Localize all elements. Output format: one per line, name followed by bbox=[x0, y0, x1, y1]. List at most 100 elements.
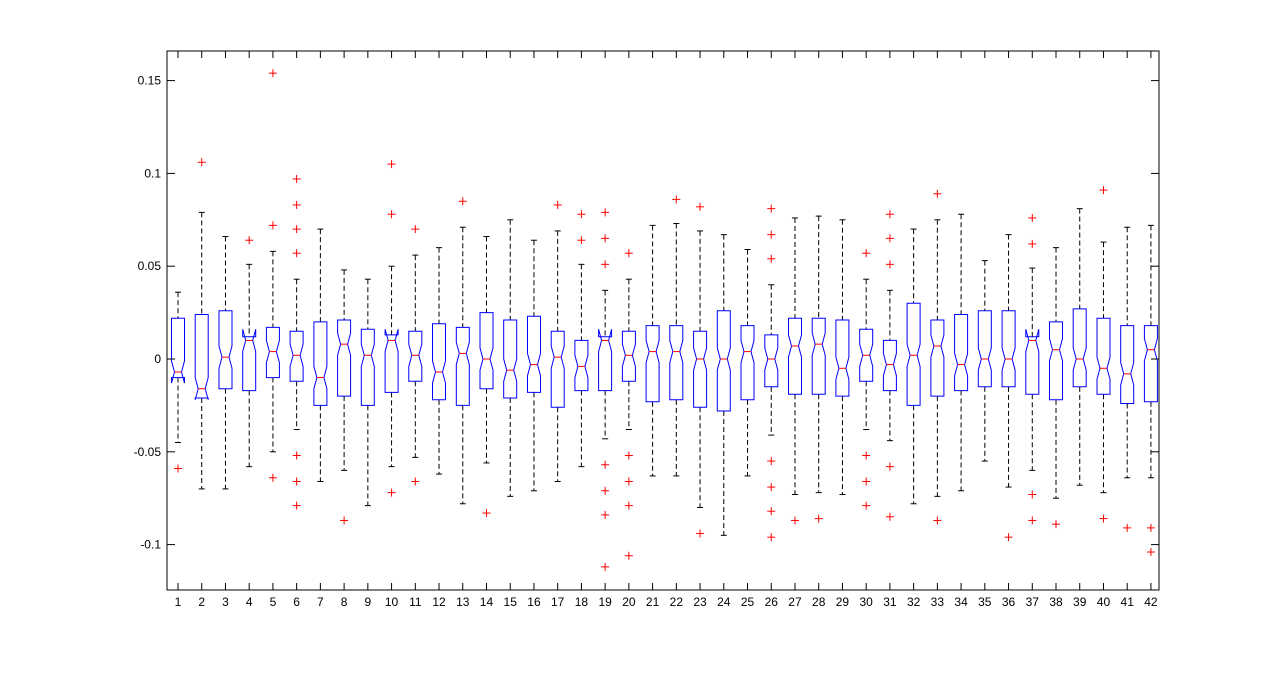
notched-box bbox=[930, 319, 945, 397]
box-group-40 bbox=[1096, 186, 1111, 523]
x-tick-label: 13 bbox=[456, 595, 470, 609]
x-tick-label: 35 bbox=[978, 595, 992, 609]
notched-box bbox=[740, 325, 755, 401]
x-tick-label: 21 bbox=[646, 595, 660, 609]
chart-marks bbox=[171, 69, 1158, 571]
notched-box bbox=[645, 325, 660, 403]
box-group-22 bbox=[669, 195, 684, 477]
notched-box bbox=[574, 339, 589, 392]
x-tick-label: 15 bbox=[504, 595, 518, 609]
x-tick-label: 7 bbox=[317, 595, 324, 609]
notched-box bbox=[171, 317, 185, 384]
x-tick-label: 18 bbox=[575, 595, 589, 609]
box-group-41 bbox=[1120, 226, 1135, 532]
notched-box bbox=[432, 323, 446, 401]
y-tick-label: 0 bbox=[154, 352, 161, 366]
x-tick-label: 2 bbox=[198, 595, 205, 609]
notched-box bbox=[764, 334, 779, 388]
notched-box bbox=[621, 330, 636, 382]
x-tick-label: 33 bbox=[931, 595, 945, 609]
x-tick-label: 14 bbox=[480, 595, 494, 609]
x-tick-label: 5 bbox=[270, 595, 277, 609]
box-group-23 bbox=[693, 202, 708, 538]
notched-box bbox=[265, 326, 280, 379]
box-group-27 bbox=[788, 217, 802, 525]
notched-box bbox=[882, 339, 897, 392]
box-group-29 bbox=[835, 219, 850, 495]
x-tick-label: 42 bbox=[1144, 595, 1158, 609]
x-tick-label: 10 bbox=[385, 595, 399, 609]
box-group-5 bbox=[265, 69, 280, 482]
notched-box bbox=[289, 330, 304, 382]
notched-box bbox=[337, 319, 352, 397]
notched-box bbox=[859, 328, 874, 382]
x-tick-label: 19 bbox=[598, 595, 612, 609]
x-tick-label: 37 bbox=[1026, 595, 1040, 609]
x-tick-label: 31 bbox=[883, 595, 897, 609]
box-group-8 bbox=[337, 269, 352, 525]
notched-box bbox=[408, 330, 423, 382]
notched-box bbox=[1001, 310, 1016, 388]
notched-box bbox=[1143, 325, 1158, 403]
notched-box bbox=[693, 330, 708, 408]
box-group-20 bbox=[621, 249, 636, 560]
y-tick-label: -0.05 bbox=[134, 445, 162, 459]
box-group-10 bbox=[384, 160, 399, 497]
x-tick-label: 34 bbox=[954, 595, 968, 609]
notched-box bbox=[598, 329, 613, 392]
box-group-4 bbox=[242, 236, 257, 468]
box-group-33 bbox=[930, 189, 945, 525]
plot-background bbox=[167, 51, 1159, 590]
x-tick-label: 24 bbox=[717, 595, 731, 609]
notched-box bbox=[455, 326, 470, 406]
x-tick-label: 17 bbox=[551, 595, 565, 609]
x-tick-label: 16 bbox=[527, 595, 541, 609]
x-tick-label: 6 bbox=[293, 595, 300, 609]
box-group-13 bbox=[455, 197, 470, 505]
notched-box bbox=[503, 319, 518, 399]
x-tick-label: 32 bbox=[907, 595, 921, 609]
x-tick-label: 22 bbox=[670, 595, 684, 609]
x-tick-label: 28 bbox=[812, 595, 826, 609]
box-group-32 bbox=[906, 228, 921, 505]
notched-box bbox=[384, 329, 399, 393]
box-group-17 bbox=[550, 200, 565, 482]
x-tick-label: 39 bbox=[1073, 595, 1087, 609]
x-tick-label: 26 bbox=[765, 595, 779, 609]
box-group-3 bbox=[218, 236, 233, 490]
x-tick-label: 4 bbox=[246, 595, 253, 609]
notched-box bbox=[716, 310, 731, 412]
x-tick-label: 9 bbox=[364, 595, 371, 609]
box-group-11 bbox=[408, 225, 423, 486]
x-tick-label: 11 bbox=[409, 595, 422, 609]
notched-box bbox=[527, 315, 541, 393]
box-group-25 bbox=[740, 248, 755, 477]
notched-box bbox=[788, 317, 802, 395]
notched-box bbox=[906, 302, 921, 406]
x-tick-label: 36 bbox=[1002, 595, 1016, 609]
box-group-21 bbox=[645, 224, 660, 477]
x-tick-label: 38 bbox=[1049, 595, 1063, 609]
box-group-18 bbox=[574, 210, 589, 468]
x-tick-label: 27 bbox=[788, 595, 802, 609]
notched-box bbox=[1096, 317, 1111, 395]
box-group-28 bbox=[811, 215, 826, 523]
notched-box bbox=[194, 314, 209, 400]
notched-box bbox=[550, 330, 565, 408]
box-group-35 bbox=[977, 260, 992, 462]
box-group-30 bbox=[859, 249, 874, 510]
box-group-39 bbox=[1072, 208, 1087, 486]
box-group-2 bbox=[194, 158, 209, 490]
box-group-42 bbox=[1143, 224, 1158, 557]
x-tick-label: 12 bbox=[432, 595, 446, 609]
notched-box bbox=[479, 312, 494, 390]
notched-box bbox=[1049, 321, 1063, 401]
box-group-31 bbox=[882, 210, 897, 521]
x-tick-label: 41 bbox=[1121, 595, 1135, 609]
notched-box bbox=[1072, 308, 1087, 388]
box-group-38 bbox=[1049, 247, 1063, 529]
box-group-15 bbox=[503, 219, 518, 497]
notched-box bbox=[1025, 329, 1040, 395]
